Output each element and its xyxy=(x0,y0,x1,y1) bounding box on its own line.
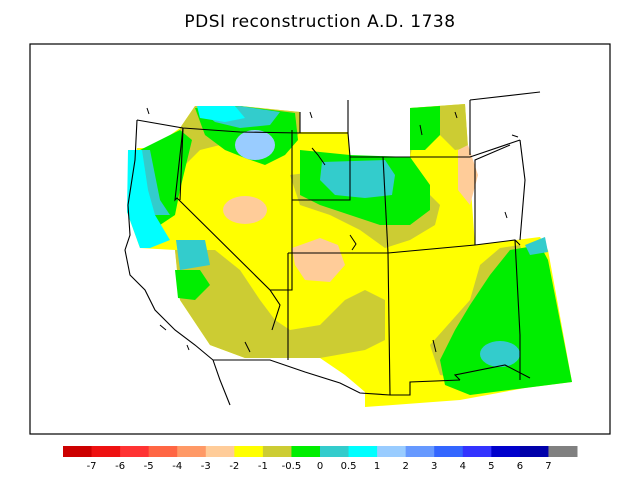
region-green xyxy=(175,270,210,300)
region-cyan xyxy=(197,106,245,122)
legend-swatch xyxy=(519,446,549,457)
water-features xyxy=(146,107,519,353)
legend-swatch xyxy=(548,446,578,457)
legend-tick-label: 3 xyxy=(431,461,437,472)
legend-tick-label: -4 xyxy=(172,461,182,472)
legend-swatch xyxy=(120,446,150,457)
legend-tick-label: -1 xyxy=(258,461,268,472)
legend-swatch xyxy=(462,446,492,457)
region-teal xyxy=(176,240,210,270)
state-boundaries xyxy=(124,91,541,406)
legend-swatch xyxy=(262,446,292,457)
legend-swatch xyxy=(377,446,407,457)
legend-swatch xyxy=(405,446,435,457)
legend-tick-label: -3 xyxy=(201,461,211,472)
legend-swatch xyxy=(234,446,264,457)
region-peach xyxy=(223,196,267,224)
region-teal xyxy=(480,341,520,367)
legend-tick-label: 6 xyxy=(517,461,523,472)
legend-tick-label: -2 xyxy=(229,461,239,472)
legend-swatch xyxy=(348,446,378,457)
region-peach xyxy=(458,145,478,205)
legend-swatch xyxy=(491,446,521,457)
region-green xyxy=(440,245,572,395)
pdsi-field xyxy=(127,104,572,407)
legend-swatch xyxy=(291,446,321,457)
legend-tick-label: 2 xyxy=(402,461,408,472)
legend-swatch xyxy=(205,446,235,457)
region-cyan xyxy=(127,150,170,248)
legend-tick-label: -0.5 xyxy=(282,461,302,472)
legend-swatch xyxy=(91,446,121,457)
legend-tick-label: -7 xyxy=(87,461,97,472)
legend-ticks: -7 -6 -5 -4 -3 -2 -1 -0.5 0 0.5 1 2 3 4 5 6 7 xyxy=(87,461,552,472)
legend-tick-label: 7 xyxy=(545,461,551,472)
legend-swatch xyxy=(177,446,207,457)
legend-swatch xyxy=(434,446,464,457)
region-lightblue xyxy=(235,130,275,160)
legend-swatch xyxy=(320,446,350,457)
legend-tick-label: 4 xyxy=(460,461,466,472)
legend-tick-label: -5 xyxy=(144,461,154,472)
region-teal xyxy=(320,160,395,198)
region-green xyxy=(410,106,440,150)
legend-swatch xyxy=(148,446,178,457)
color-legend xyxy=(63,446,578,457)
region-teal xyxy=(525,237,548,255)
map-title: PDSI reconstruction A.D. 1738 xyxy=(184,12,456,32)
legend-tick-label: -6 xyxy=(115,461,125,472)
legend-swatch xyxy=(63,446,93,457)
region-peach xyxy=(292,238,345,282)
legend-tick-label: 0 xyxy=(317,461,323,472)
legend-tick-label: 1 xyxy=(374,461,380,472)
region-olive xyxy=(175,250,385,358)
legend-tick-label: 0.5 xyxy=(341,461,357,472)
legend-tick-label: 5 xyxy=(488,461,494,472)
